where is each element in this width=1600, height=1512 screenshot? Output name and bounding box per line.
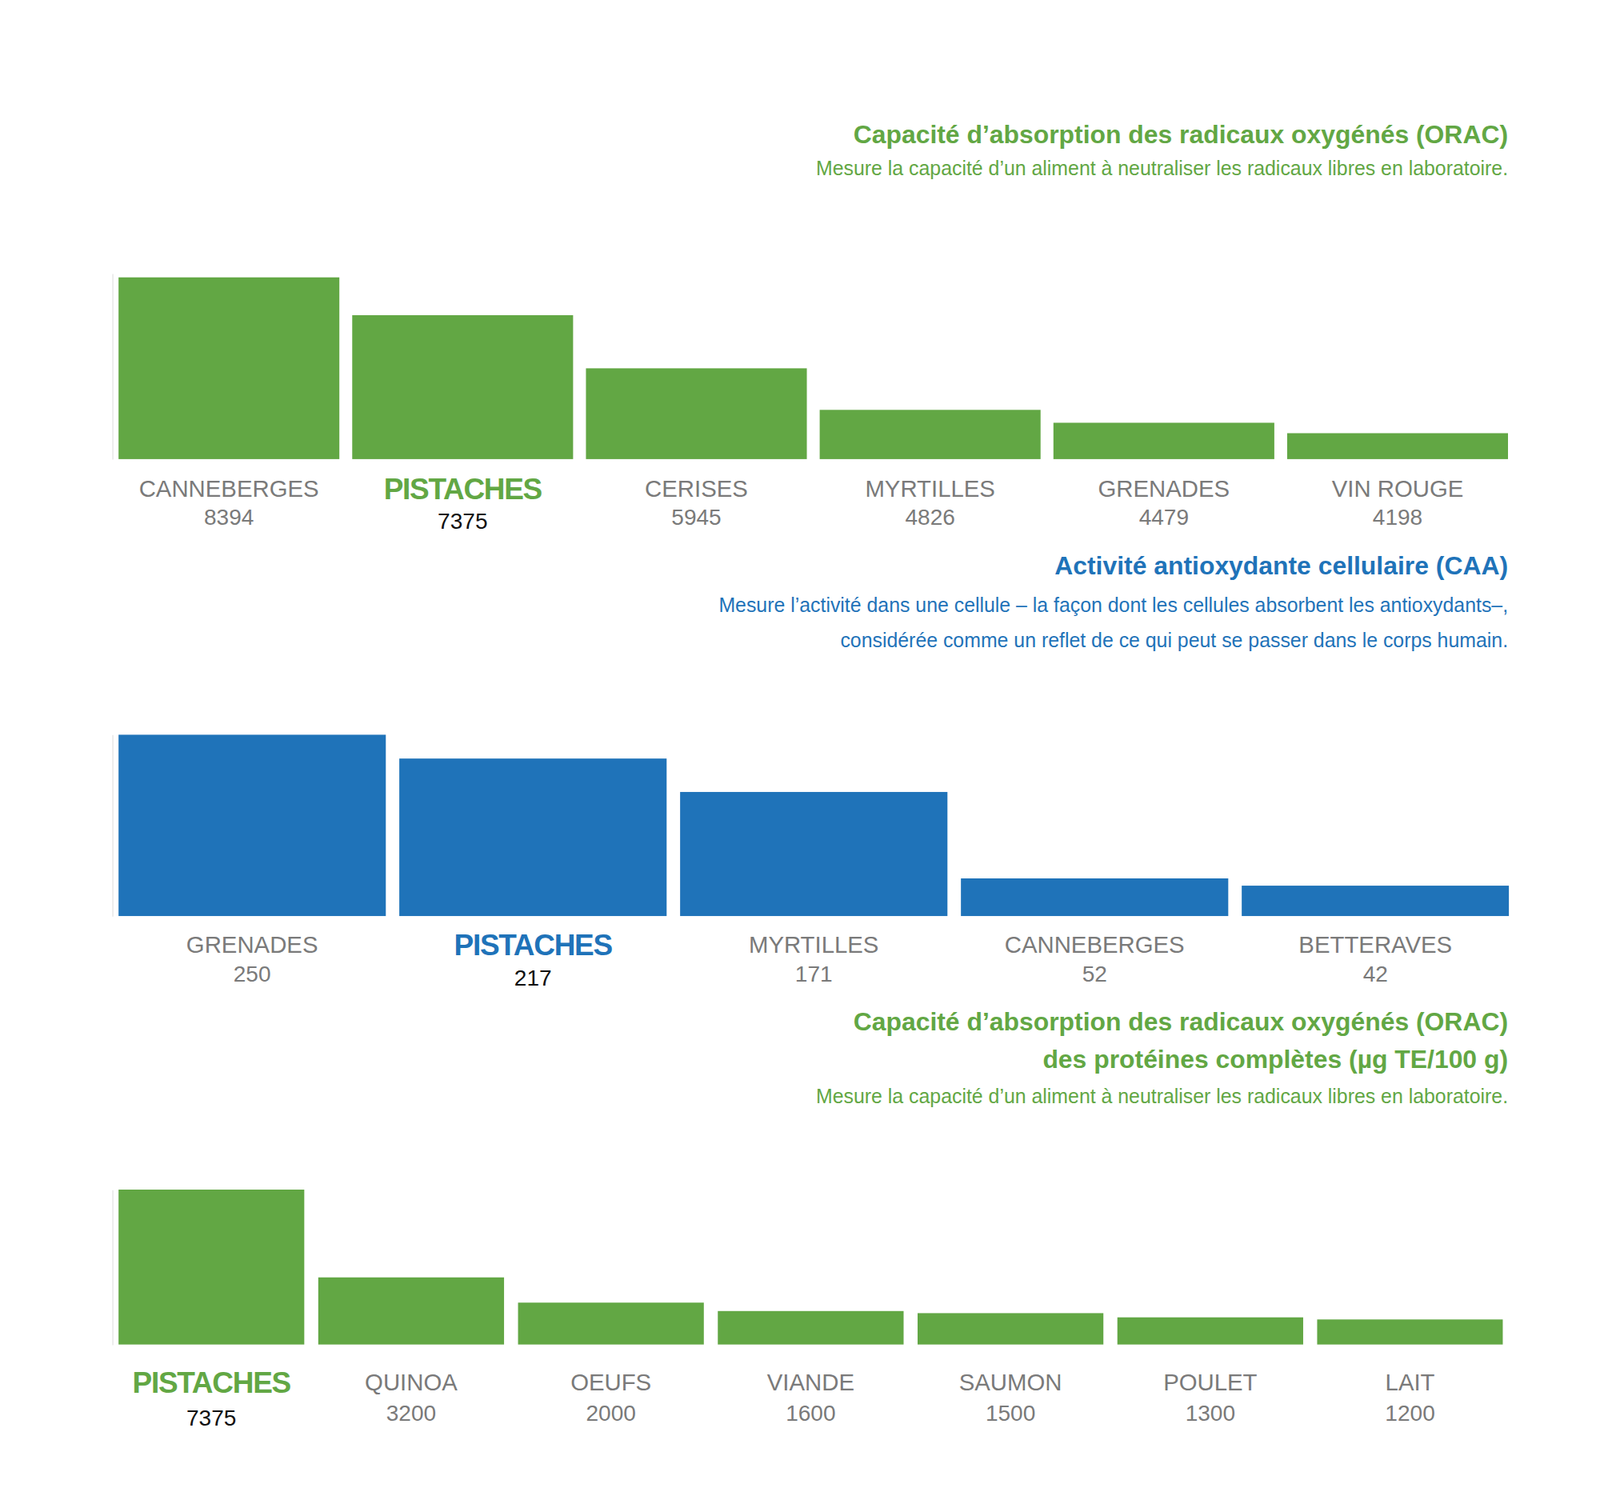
infographic: Capacité d’absorption des radicaux oxygé… [0, 0, 1600, 1512]
y-axis-line [112, 735, 113, 917]
bar [399, 758, 667, 916]
category-label: GRENADES [186, 931, 319, 958]
category-label: VIN ROUGE [1332, 475, 1464, 502]
bar [585, 368, 807, 459]
bar [118, 277, 340, 460]
bar [960, 878, 1228, 916]
category-label: CANNEBERGES [1004, 931, 1185, 958]
y-axis [112, 1190, 113, 1346]
bar [1053, 422, 1275, 459]
subtitle: Mesure la capacité d’un aliment à neutra… [816, 1084, 1508, 1108]
subtitle: Mesure l’activité dans une cellule – la … [718, 593, 1508, 616]
title: des protéines complètes (µg TE/100 g) [1042, 1044, 1508, 1074]
y-axis-line [112, 1190, 113, 1346]
bars [118, 277, 1508, 460]
data-label: 4826 [904, 504, 955, 530]
data-label: 52 [1082, 961, 1108, 987]
data-label: 4198 [1372, 504, 1423, 530]
bars [118, 734, 1509, 916]
category-label: QUINOA [364, 1368, 458, 1396]
bar [1316, 1319, 1503, 1345]
bar [820, 409, 1041, 460]
category-label: MYRTILLES [748, 931, 879, 958]
category-label: OEUFS [570, 1368, 652, 1396]
bar [118, 1189, 304, 1345]
y-axis [112, 273, 113, 460]
data-label: 5945 [671, 504, 721, 530]
bar [518, 1302, 704, 1345]
data-label: 7375 [437, 508, 488, 534]
title: Capacité d’absorption des radicaux oxygé… [853, 1007, 1508, 1036]
chart-0: Capacité d’absorption des radicaux oxygé… [112, 120, 1508, 534]
category-label: PISTACHES [132, 1366, 292, 1400]
category-label: PISTACHES [454, 928, 613, 962]
data-label: 7375 [186, 1405, 236, 1431]
category-label: PISTACHES [384, 472, 543, 506]
data-label: 1200 [1384, 1400, 1435, 1426]
chart-2: Capacité d’absorption des radicaux oxygé… [112, 1007, 1508, 1431]
category-label: POULET [1163, 1368, 1257, 1396]
data-label: 2000 [585, 1400, 636, 1426]
category-label: CERISES [644, 475, 748, 502]
data-label: 1500 [985, 1400, 1036, 1426]
data-label: 217 [514, 965, 552, 991]
bar [1287, 432, 1508, 459]
category-label: LAIT [1385, 1368, 1436, 1396]
y-axis-line [112, 273, 113, 460]
bar [917, 1312, 1104, 1344]
data-label: 171 [795, 961, 833, 987]
data-label: 250 [233, 961, 272, 987]
bar [1241, 885, 1509, 916]
y-axis [112, 735, 113, 917]
data-label: 8394 [204, 504, 254, 530]
title: Capacité d’absorption des radicaux oxygé… [853, 120, 1508, 149]
subtitle: Mesure la capacité d’un aliment à neutra… [816, 156, 1508, 180]
bars [118, 1189, 1504, 1345]
bar [318, 1277, 504, 1345]
title: Activité antioxydante cellulaire (CAA) [1054, 551, 1508, 580]
category-label: SAUMON [959, 1368, 1063, 1396]
bar [1117, 1317, 1304, 1345]
bar [118, 734, 386, 916]
subtitle: considérée comme un reflet de ce qui peu… [840, 628, 1508, 652]
category-label: GRENADES [1098, 475, 1231, 502]
bar [680, 792, 948, 916]
category-label: CANNEBERGES [139, 475, 320, 502]
bar [717, 1311, 904, 1345]
data-label: 1300 [1185, 1400, 1236, 1426]
category-label: BETTERAVES [1298, 931, 1452, 958]
data-label: 1600 [785, 1400, 836, 1426]
data-label: 4479 [1139, 504, 1189, 530]
data-label: 3200 [386, 1400, 436, 1426]
category-label: VIANDE [767, 1368, 855, 1396]
bar [352, 315, 573, 460]
chart-1: Activité antioxydante cellulaire (CAA) Me… [112, 551, 1509, 991]
data-label: 42 [1363, 961, 1388, 987]
category-label: MYRTILLES [864, 475, 995, 502]
